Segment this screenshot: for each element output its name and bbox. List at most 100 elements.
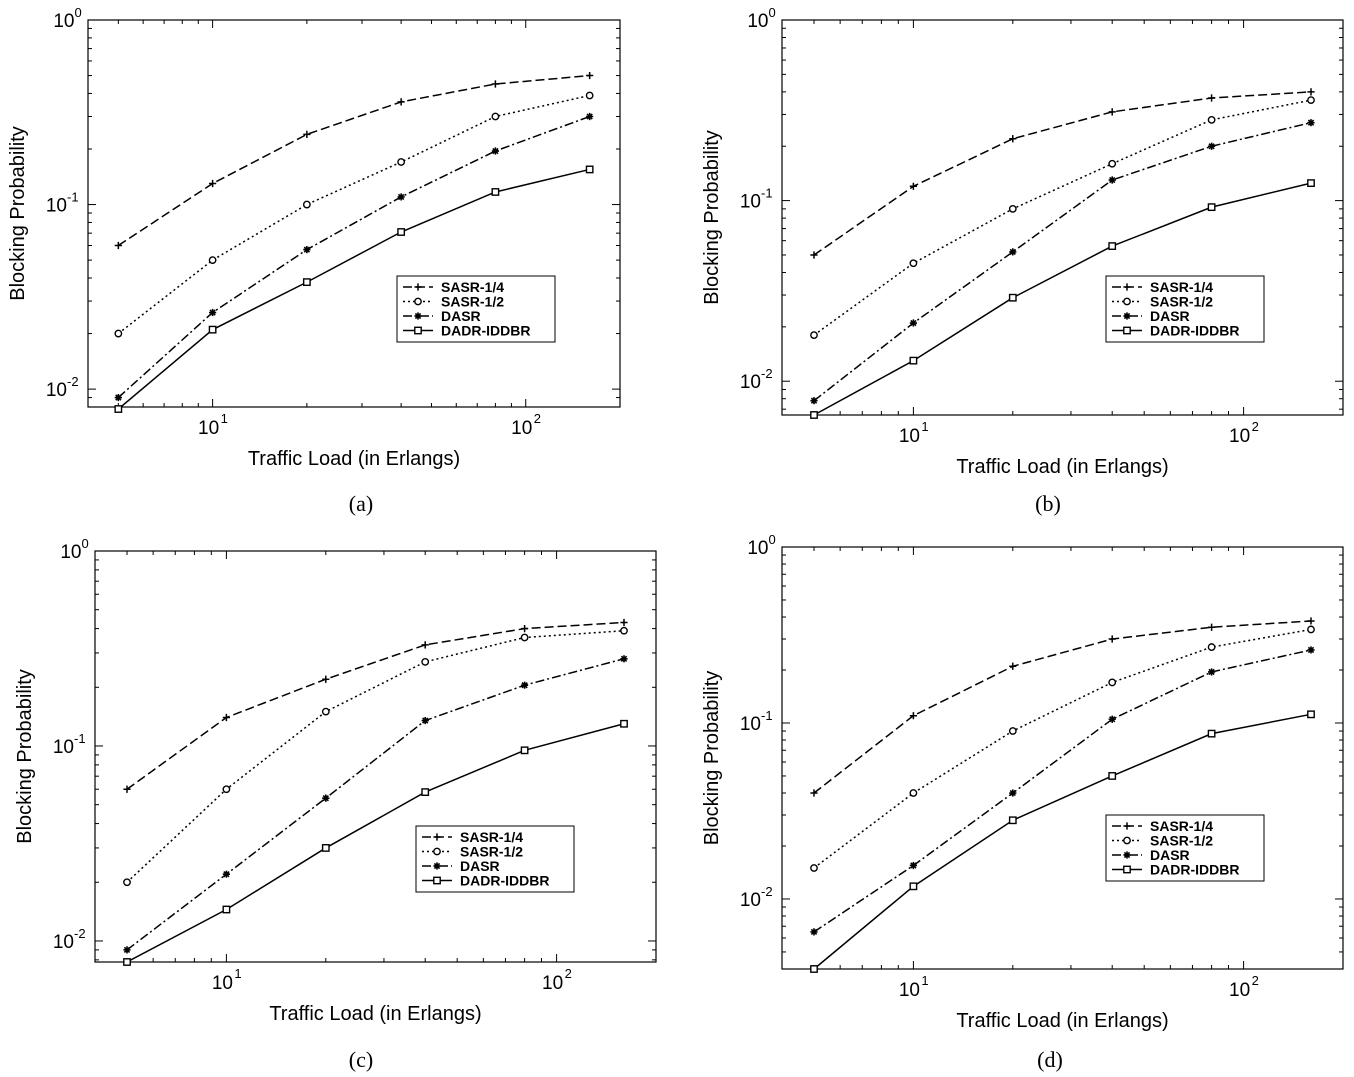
data-point bbox=[1307, 88, 1315, 96]
data-point bbox=[303, 130, 311, 138]
y-tick-label: 10 bbox=[53, 932, 74, 953]
data-point bbox=[491, 147, 499, 155]
series-sasr-1-2 bbox=[114, 91, 594, 338]
data-point bbox=[521, 624, 529, 633]
data-point bbox=[909, 319, 917, 327]
legend-marker bbox=[433, 847, 441, 856]
legend-marker bbox=[1123, 851, 1131, 859]
series-sasr-1-4 bbox=[114, 71, 594, 250]
legend-label: SASR-1/2 bbox=[441, 294, 504, 310]
data-point bbox=[1207, 203, 1216, 212]
data-point bbox=[810, 251, 818, 259]
data-point bbox=[1307, 617, 1315, 625]
data-point bbox=[1108, 635, 1116, 643]
data-point bbox=[302, 200, 311, 209]
data-point bbox=[1307, 179, 1315, 188]
data-point bbox=[1108, 242, 1117, 250]
series-line bbox=[813, 182, 1312, 416]
data-point bbox=[585, 91, 594, 100]
series-sasr-1-4 bbox=[810, 88, 1315, 259]
data-point bbox=[909, 712, 917, 720]
series-line bbox=[117, 74, 590, 247]
data-point bbox=[114, 241, 122, 250]
panel-caption-b: (b) bbox=[1035, 491, 1061, 516]
data-point bbox=[1008, 293, 1017, 302]
x-tick-label: 10 bbox=[899, 426, 920, 447]
series-line bbox=[117, 94, 590, 335]
legend-label: SASR-1/2 bbox=[1150, 833, 1213, 849]
legend-label: DADR-IDDBR bbox=[1150, 862, 1239, 878]
data-point bbox=[421, 641, 429, 649]
y-tick-label: 10 bbox=[46, 380, 67, 401]
y-tick-label: 10 bbox=[740, 372, 761, 393]
data-point bbox=[421, 657, 430, 666]
y-axis-label: Blocking Probability bbox=[701, 130, 723, 305]
x-tick-label-exponent: 1 bbox=[921, 973, 928, 988]
legend-marker bbox=[1123, 312, 1131, 320]
legend-marker bbox=[433, 862, 441, 870]
data-point bbox=[1108, 176, 1116, 184]
y-tick-label-exponent: -2 bbox=[761, 366, 773, 381]
series-line bbox=[813, 649, 1312, 933]
series-dasr bbox=[810, 646, 1315, 936]
y-axis-label: Blocking Probability bbox=[7, 126, 29, 301]
legend-marker bbox=[1123, 865, 1131, 874]
data-point bbox=[520, 633, 529, 642]
plot-frame bbox=[94, 550, 657, 963]
x-tick-label: 10 bbox=[511, 418, 532, 439]
y-tick-label-exponent: -2 bbox=[67, 374, 79, 389]
legend-label: SASR-1/4 bbox=[1150, 279, 1213, 295]
data-point bbox=[1208, 668, 1216, 676]
x-axis-label: Traffic Load (in Erlangs) bbox=[956, 456, 1168, 478]
data-point bbox=[1108, 108, 1116, 116]
data-point bbox=[321, 707, 330, 716]
y-tick-label-exponent: 0 bbox=[769, 5, 776, 20]
y-tick-label-exponent: -1 bbox=[761, 186, 773, 201]
series-line bbox=[813, 628, 1312, 869]
data-point bbox=[1307, 96, 1315, 105]
series-dadr-iddbr bbox=[123, 719, 628, 966]
y-tick-label: 10 bbox=[60, 542, 81, 563]
x-tick-label-exponent: 2 bbox=[1252, 419, 1259, 434]
data-point bbox=[123, 958, 131, 966]
data-point bbox=[123, 785, 131, 793]
data-point bbox=[397, 158, 406, 166]
y-tick-label: 10 bbox=[747, 11, 768, 32]
data-point bbox=[123, 878, 131, 887]
data-point bbox=[810, 965, 818, 973]
data-point bbox=[620, 626, 628, 635]
y-tick-label-exponent: 0 bbox=[769, 532, 776, 547]
series-sasr-1-2 bbox=[810, 96, 1315, 340]
y-axis-label: Blocking Probability bbox=[701, 671, 723, 846]
series-line bbox=[813, 620, 1312, 794]
data-point bbox=[1008, 727, 1017, 735]
series-line bbox=[813, 121, 1312, 402]
data-point bbox=[322, 675, 330, 683]
legend-marker bbox=[433, 876, 441, 885]
x-axis-label: Traffic Load (in Erlangs) bbox=[269, 1003, 481, 1025]
series-line bbox=[126, 723, 625, 963]
series-dasr bbox=[810, 119, 1315, 405]
data-point bbox=[1108, 715, 1116, 723]
data-point bbox=[1207, 643, 1216, 651]
data-point bbox=[222, 905, 231, 914]
y-tick-label-exponent: -1 bbox=[761, 708, 773, 723]
legend-label: DASR bbox=[1150, 308, 1190, 324]
series-line bbox=[117, 115, 590, 399]
y-tick-label: 10 bbox=[740, 714, 761, 735]
data-point bbox=[1307, 625, 1315, 634]
data-point bbox=[1208, 623, 1216, 631]
series-dadr-iddbr bbox=[810, 179, 1315, 419]
legend-label: DADR-IDDBR bbox=[1150, 323, 1239, 339]
data-point bbox=[909, 259, 918, 268]
x-tick-label-exponent: 2 bbox=[534, 411, 541, 426]
data-point bbox=[421, 788, 430, 797]
x-tick-label: 10 bbox=[1229, 426, 1250, 447]
data-point bbox=[520, 746, 529, 755]
x-tick-label-exponent: 2 bbox=[1252, 973, 1259, 988]
